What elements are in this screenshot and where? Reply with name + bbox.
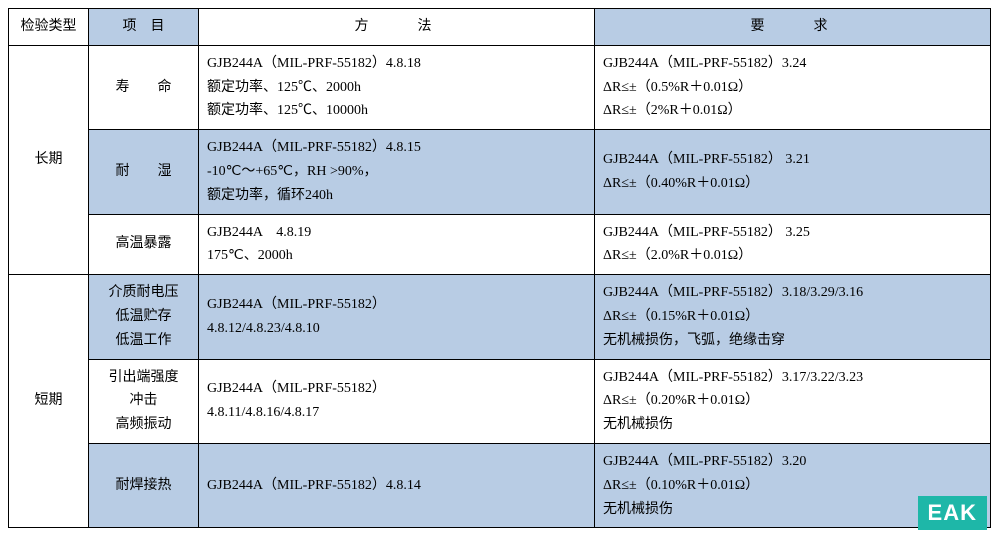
item-cell: 寿 命 [89,45,199,129]
item-cell: 耐焊接热 [89,443,199,527]
requirement-cell: GJB244A（MIL-PRF-55182）3.24ΔR≤±（0.5%R＋0.0… [595,45,991,129]
header-requirement: 要 求 [595,9,991,46]
requirement-cell: GJB244A（MIL-PRF-55182） 3.21ΔR≤±（0.40%R＋0… [595,130,991,214]
table-row: 引出端强度冲击高频振动 GJB244A（MIL-PRF-55182）4.8.11… [9,359,991,443]
item-cell: 耐 湿 [89,130,199,214]
inspection-table: 检验类型 项 目 方 法 要 求 长期 寿 命 GJB244A（MIL-PRF-… [8,8,991,528]
table-header-row: 检验类型 项 目 方 法 要 求 [9,9,991,46]
table-row: 长期 寿 命 GJB244A（MIL-PRF-55182）4.8.18额定功率、… [9,45,991,129]
method-cell: GJB244A（MIL-PRF-55182）4.8.15-10℃～+65℃，RH… [199,130,595,214]
requirement-cell: GJB244A（MIL-PRF-55182）3.17/3.22/3.23ΔR≤±… [595,359,991,443]
method-cell: GJB244A 4.8.19175℃、2000h [199,214,595,275]
type-cell-short: 短期 [9,275,89,528]
method-cell: GJB244A（MIL-PRF-55182）4.8.14 [199,443,595,527]
method-cell: GJB244A（MIL-PRF-55182）4.8.18额定功率、125℃、20… [199,45,595,129]
requirement-cell: GJB244A（MIL-PRF-55182） 3.25ΔR≤±（2.0%R＋0.… [595,214,991,275]
header-method: 方 法 [199,9,595,46]
eak-logo: EAK [918,496,987,530]
item-cell: 引出端强度冲击高频振动 [89,359,199,443]
item-cell: 高温暴露 [89,214,199,275]
item-cell: 介质耐电压低温贮存低温工作 [89,275,199,359]
table-row: 耐焊接热 GJB244A（MIL-PRF-55182）4.8.14 GJB244… [9,443,991,527]
table-row: 高温暴露 GJB244A 4.8.19175℃、2000h GJB244A（MI… [9,214,991,275]
table-row: 短期 介质耐电压低温贮存低温工作 GJB244A（MIL-PRF-55182）4… [9,275,991,359]
method-cell: GJB244A（MIL-PRF-55182）4.8.12/4.8.23/4.8.… [199,275,595,359]
type-cell-long: 长期 [9,45,89,274]
method-cell: GJB244A（MIL-PRF-55182）4.8.11/4.8.16/4.8.… [199,359,595,443]
requirement-cell: GJB244A（MIL-PRF-55182）3.18/3.29/3.16ΔR≤±… [595,275,991,359]
table-row: 耐 湿 GJB244A（MIL-PRF-55182）4.8.15-10℃～+65… [9,130,991,214]
header-type: 检验类型 [9,9,89,46]
header-item: 项 目 [89,9,199,46]
